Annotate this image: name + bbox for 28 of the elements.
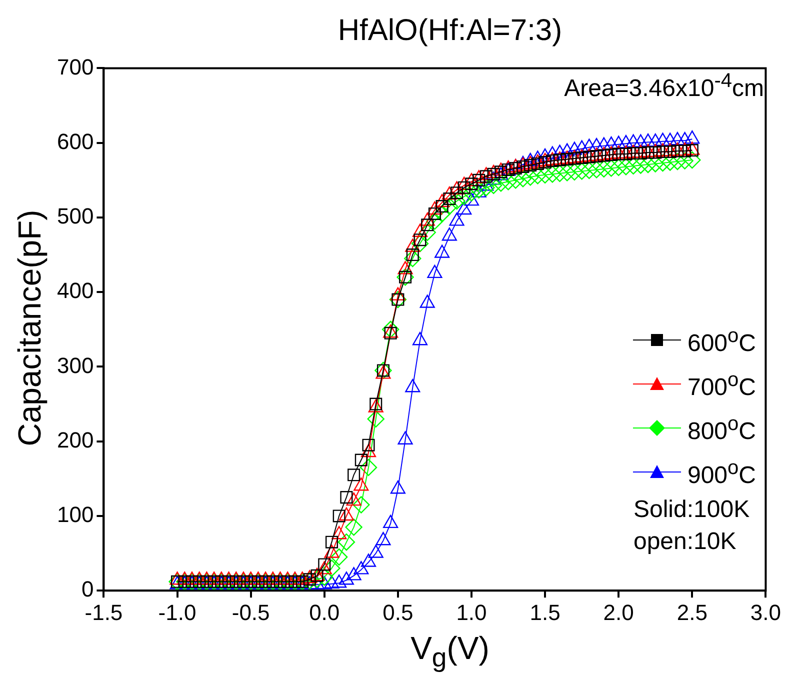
x-tick-label: 0.5 [382, 600, 414, 625]
legend-label: 600$^{o}$C [687, 324, 756, 359]
y-tick-label: 0 [81, 576, 94, 602]
annotation: Solid:100K [633, 495, 751, 525]
x-tick-label: 0.0 [309, 600, 340, 625]
y-tick-label: 600 [56, 128, 94, 154]
y-tick-label: 400 [56, 278, 94, 304]
y-tick-label: 300 [56, 352, 94, 378]
x-tick-label: 1.5 [530, 600, 560, 625]
legend-label: 700$^{o}$C [687, 368, 756, 403]
y-tick-label: 700 [56, 54, 94, 80]
x-tick-label: 1.0 [456, 600, 487, 625]
x-tick-label: -1.0 [158, 600, 196, 625]
x-tick-label: 2.5 [676, 600, 708, 625]
y-axis-title: Capacitance(pF) [12, 210, 48, 446]
y-tick-label: 200 [56, 427, 94, 452]
chart-title: HfAlO(Hf:Al=7:3) [336, 14, 564, 48]
x-tick-label: -1.5 [84, 600, 123, 625]
annotation: open:10K [633, 527, 738, 557]
x-axis-title: V$_{g}$(V) [410, 630, 490, 674]
y-tick-label: 100 [56, 502, 94, 528]
x-tick-label: 2.0 [603, 600, 634, 625]
x-tick-label: 3.0 [750, 600, 782, 625]
annotation: Area=3.46x10$^{-4}$cm [564, 70, 764, 103]
y-tick-label: 500 [56, 204, 94, 229]
legend-label: 900$^{o}$C [687, 456, 756, 491]
legend-label: 800$^{o}$C [687, 412, 756, 447]
x-tick-label: -0.5 [232, 600, 270, 625]
